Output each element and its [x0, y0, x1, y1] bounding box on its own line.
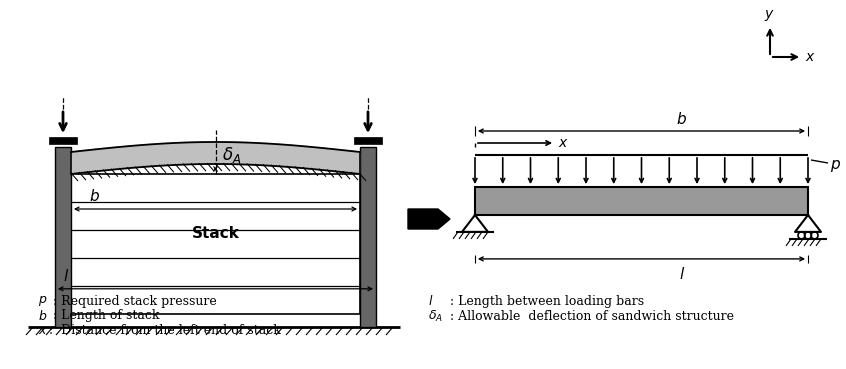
Text: $l$: $l$ — [428, 294, 433, 308]
Text: : Allowable  deflection of sandwich structure: : Allowable deflection of sandwich struc… — [446, 310, 734, 323]
Bar — [475, 187, 808, 215]
Bar — [71, 174, 360, 314]
Text: x: x — [558, 136, 566, 150]
Bar — [354, 137, 382, 144]
Polygon shape — [795, 215, 821, 232]
Text: b: b — [677, 112, 686, 127]
Text: y: y — [764, 7, 772, 21]
Text: b: b — [89, 189, 99, 204]
Text: : Length between loading bars: : Length between loading bars — [446, 294, 644, 307]
Text: : Length of stack: : Length of stack — [49, 310, 160, 323]
Bar — [55, 147, 71, 327]
Text: :  Distance from the left end of stack: : Distance from the left end of stack — [49, 324, 281, 338]
Polygon shape — [71, 142, 360, 174]
Text: $\delta_A$: $\delta_A$ — [222, 145, 241, 165]
Text: l: l — [679, 267, 684, 282]
Text: $\mathit{p}$: $\mathit{p}$ — [38, 294, 47, 308]
Bar — [49, 137, 77, 144]
FancyArrow shape — [408, 209, 450, 229]
Text: $\mathit{b}$: $\mathit{b}$ — [38, 309, 47, 323]
Text: $\delta_A$: $\delta_A$ — [428, 308, 443, 324]
Text: $\mathit{x}$: $\mathit{x}$ — [38, 324, 48, 338]
Text: : Required stack pressure: : Required stack pressure — [49, 294, 217, 307]
Text: Stack: Stack — [191, 227, 239, 241]
Bar — [360, 147, 376, 327]
Text: p: p — [830, 158, 839, 172]
Polygon shape — [462, 215, 488, 232]
Text: l: l — [63, 269, 67, 284]
Text: x: x — [805, 50, 813, 64]
